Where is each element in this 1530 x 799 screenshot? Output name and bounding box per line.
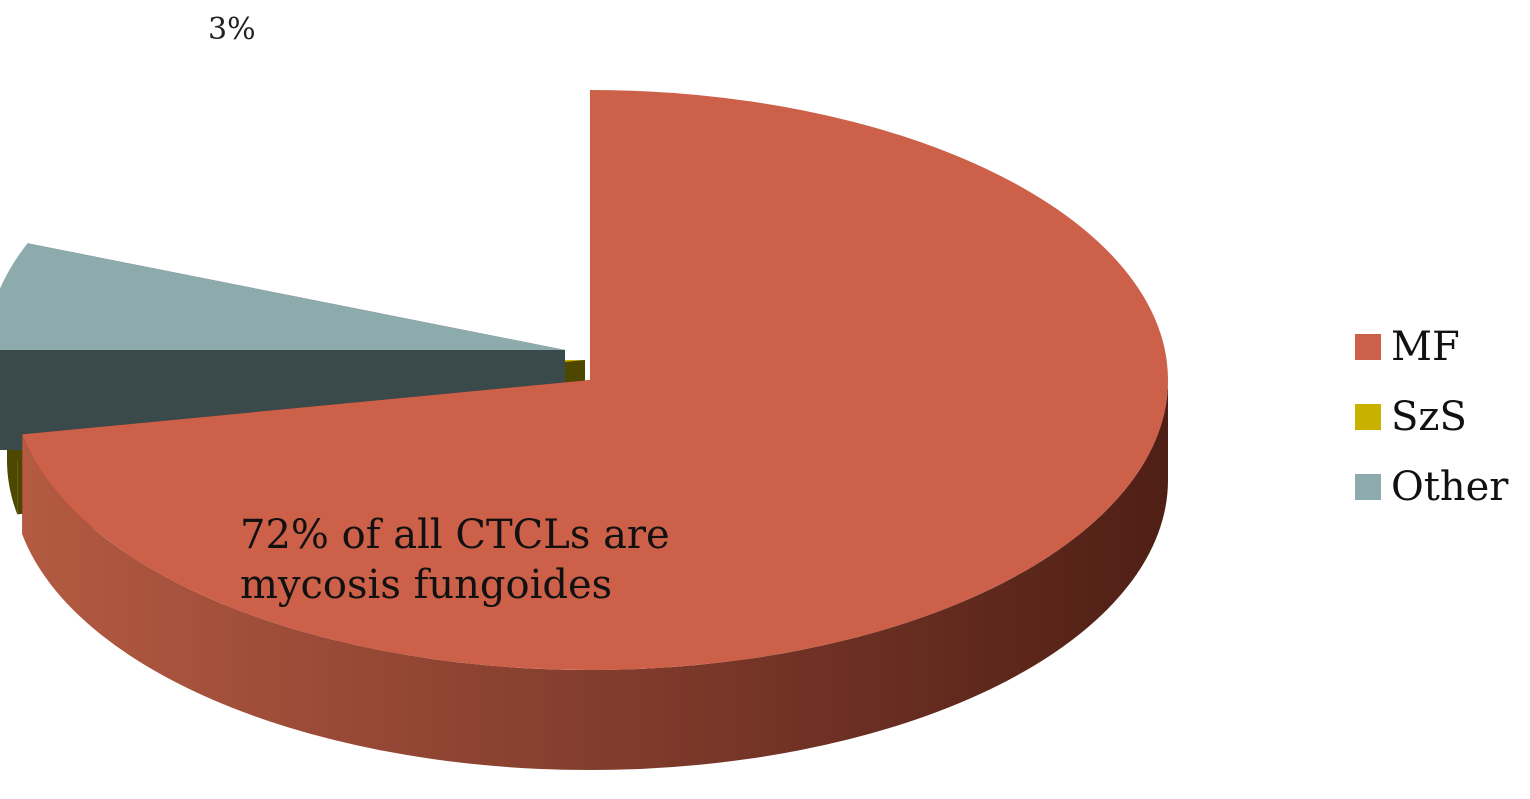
legend-label-szs: SzS	[1391, 394, 1467, 440]
legend-swatch-other	[1355, 474, 1381, 500]
mf-annotation: 72% of all CTCLs are mycosis fungoides	[240, 510, 670, 610]
annotation-line-2: mycosis fungoides	[240, 562, 613, 608]
legend-label-other: Other	[1391, 464, 1509, 510]
legend-item-other: Other	[1355, 452, 1508, 522]
legend-label-mf: MF	[1391, 324, 1460, 370]
szs-percent-label: 3%	[208, 12, 256, 47]
legend-item-szs: SzS	[1355, 382, 1508, 452]
legend-swatch-szs	[1355, 404, 1381, 430]
annotation-line-1: 72% of all CTCLs are	[240, 512, 670, 558]
slice-mf-rim	[22, 380, 1169, 771]
slice-other	[0, 243, 565, 350]
chart-legend: MF SzS Other	[1355, 312, 1508, 522]
slice-mf	[22, 90, 1169, 670]
legend-item-mf: MF	[1355, 312, 1508, 382]
legend-swatch-mf	[1355, 334, 1381, 360]
